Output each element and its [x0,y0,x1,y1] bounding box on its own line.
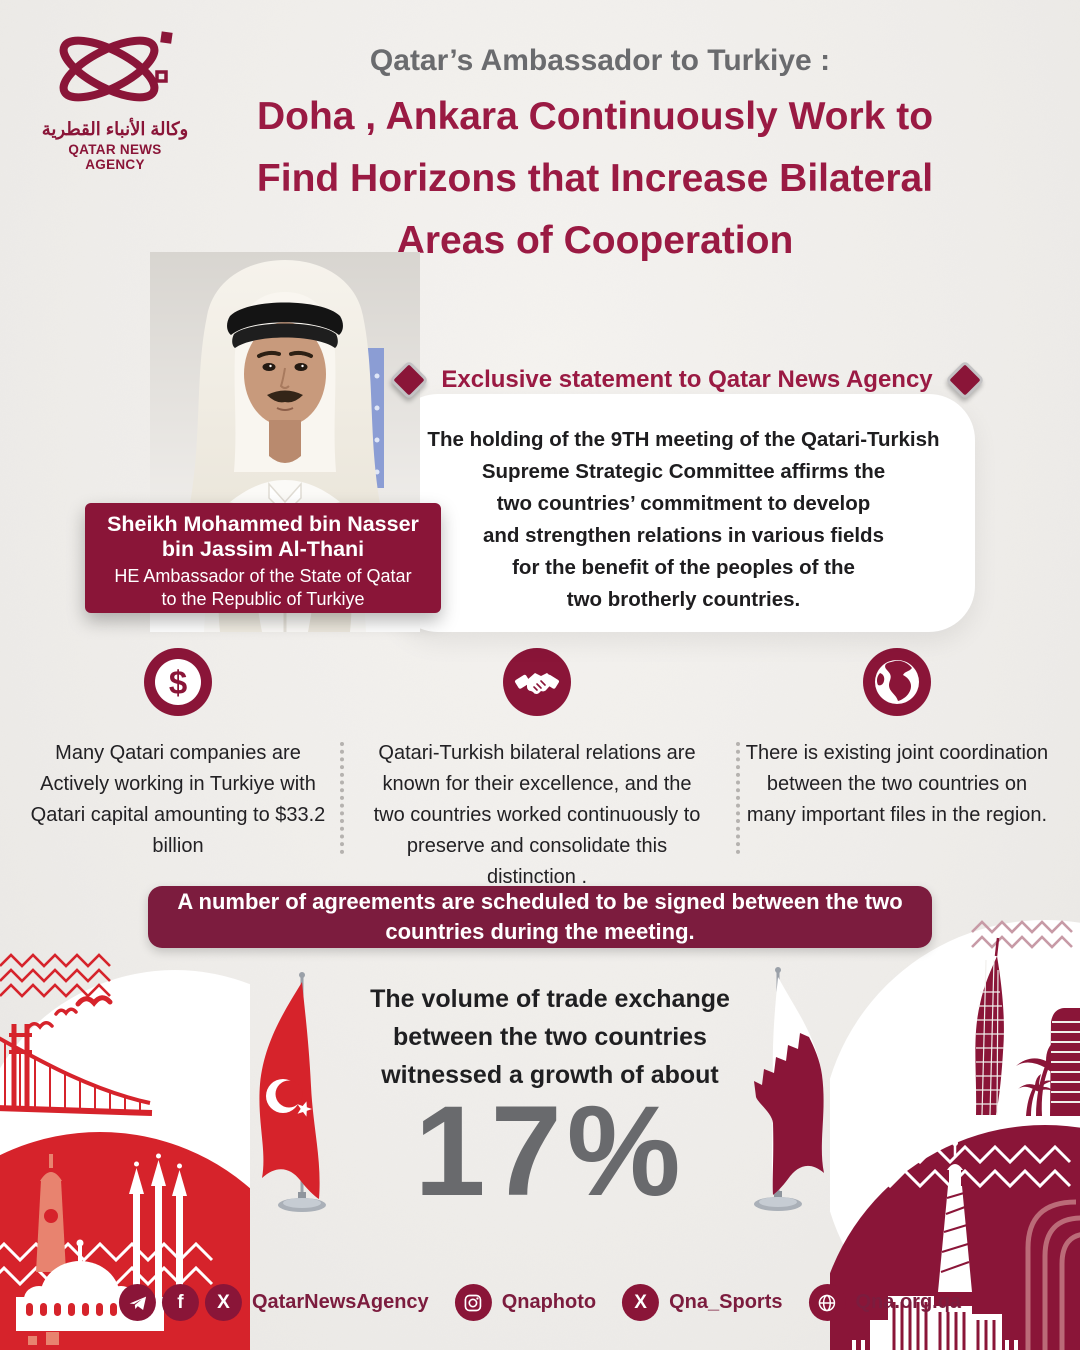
spiral-minaret [938,1140,972,1292]
arch-lines [1025,1199,1080,1350]
highlight-text: Qatari-Turkish bilateral relations are k… [373,742,701,888]
qna-logo: وكالة الأنباء القطرية QATAR NEWS AGENCY [40,26,190,172]
handshake-icon [503,648,571,716]
dollar-glyph: $ [168,663,188,701]
social-handle: QatarNewsAgency [251,1291,429,1313]
title-line-2: Find Horizons that Increase Bilateral [256,157,934,200]
social-handle: Qnaphoto [501,1291,597,1313]
doha-skyline-illustration [830,920,1080,1350]
x-glyph: X [217,1291,230,1313]
dotted-divider [340,742,344,854]
globe-icon [863,648,931,716]
trade-statement: The volume of trade exchange between the… [290,980,810,1094]
logo-arabic-text: وكالة الأنباء القطرية [41,119,189,139]
trade-growth-value: 17% [414,1080,686,1223]
qna-atom-icon [59,31,173,102]
palm-tree [1016,1041,1077,1116]
neck [269,420,301,463]
social-handle: Qna.org.qa [855,1291,962,1313]
page-title: Doha , Ankara Continuously Work to Find … [0,86,1080,272]
tower-building [1050,1008,1080,1116]
mosque-windows [26,1303,131,1316]
highlight-text: Many Qatari companies are Actively worki… [30,742,326,857]
statement-line: for the benefit of the peoples of the [512,556,855,579]
trade-line: The volume of trade exchange [370,985,730,1013]
facebook-icon: f [161,1284,199,1321]
social-group-main: f X QatarNewsAgency [118,1284,429,1321]
statement-line: two brotherly countries. [566,588,801,611]
statement-heading-row: Exclusive statement to Qatar News Agency [389,360,985,400]
x-icon: X [622,1284,660,1321]
facebook-glyph: f [177,1291,184,1313]
aspire-tower [975,937,1004,1116]
agreements-banner: A number of agreements are scheduled to … [148,886,932,948]
birds-icon [26,995,113,1030]
zigzag-pattern [0,953,111,998]
statement-line: The holding of the 9TH meeting of the Qa… [427,428,940,451]
ambassador-name-plate: Sheikh Mohammed bin Nasser bin Jassim Al… [85,503,441,613]
ambassador-name-line1: Sheikh Mohammed bin Nasser [107,512,419,536]
ambassador-role-line2: to the Republic of Turkiye [161,589,365,609]
highlight-relations: Qatari-Turkish bilateral relations are k… [365,648,709,893]
highlight-coordination: There is existing joint coordination bet… [742,648,1052,831]
ambassador-name-line2: bin Jassim Al-Thani [161,537,365,561]
statement-line: Supreme Strategic Committee affirms the [481,460,886,483]
window-squares [4,1332,139,1345]
instagram-icon [454,1284,492,1321]
zigzag-pattern [0,1241,214,1287]
social-bar: f X QatarNewsAgency Qnaphoto X Qna_Sport… [118,1284,961,1321]
diamond-icon [944,360,985,400]
zigzag-pattern [858,1144,1072,1189]
social-group-x-sports: X Qna_Sports [622,1284,782,1321]
statement-body: The holding of the 9TH meeting of the Qa… [402,424,965,616]
x-glyph: X [634,1291,647,1313]
social-group-website: Qna.org.qa [808,1284,961,1321]
header-kicker: Qatar’s Ambassador to Turkiye : [369,44,831,77]
logo-english-text: QATAR NEWS AGENCY [68,142,162,172]
title-line-1: Doha , Ankara Continuously Work to [256,95,934,138]
trade-line: between the two countries [393,1023,707,1051]
statement-line: and strengthen relations in various fiel… [483,524,884,547]
social-handle: Qna_Sports [669,1291,783,1313]
zigzag-pattern [971,920,1073,949]
social-group-instagram: Qnaphoto [454,1284,597,1321]
clock-tower [36,1154,66,1272]
agreements-banner-text: A number of agreements are scheduled to … [177,889,903,944]
dotted-divider [736,742,740,854]
globe-icon [808,1284,846,1321]
statement-heading: Exclusive statement to Qatar News Agency [441,366,933,393]
telegram-icon [118,1284,156,1321]
statement-line: two countries’ commitment to develop [496,492,871,515]
title-line-3: Areas of Cooperation [396,219,794,262]
highlight-investments: $ Many Qatari companies are Actively wor… [28,648,328,862]
dollar-icon: $ [144,648,212,716]
tick-row [852,1340,1018,1350]
x-icon: X [204,1284,242,1321]
highlight-text: There is existing joint coordination bet… [745,742,1049,826]
bosphorus-bridge [0,1024,153,1116]
ambassador-role-line1: HE Ambassador of the State of Qatar [114,566,412,586]
